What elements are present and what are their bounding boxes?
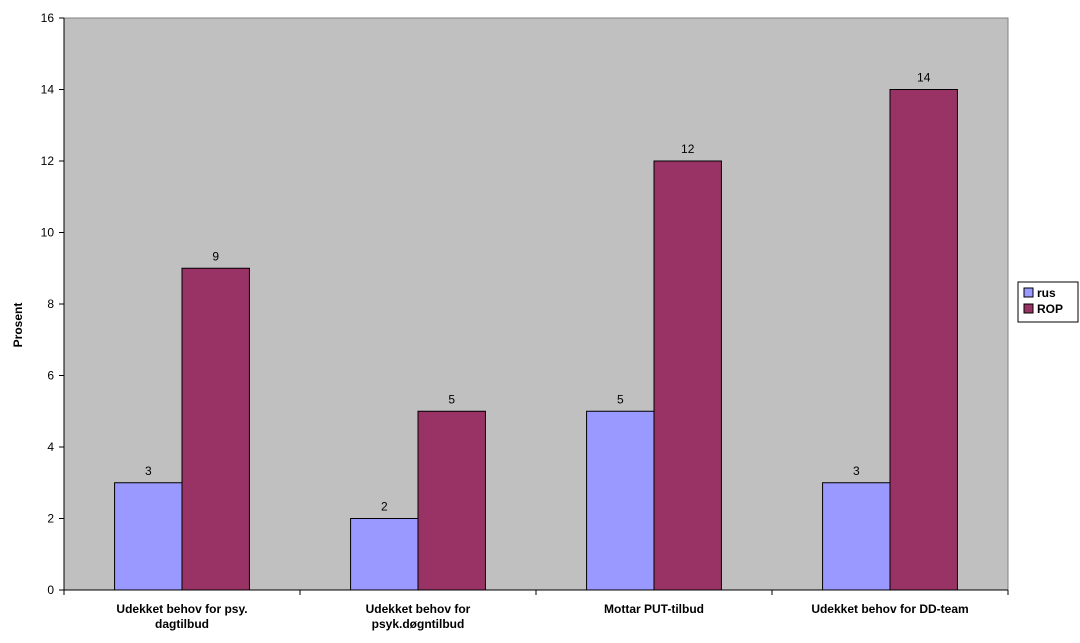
- x-axis: Udekket behov for psy. dagtilbud Udekket b…: [63, 589, 1009, 631]
- y-tick-label: 4: [47, 440, 54, 454]
- x-tick-label: Udekket behov for psyk.døgntilbud: [366, 602, 471, 631]
- bar-rop: [889, 89, 958, 591]
- x-tick-label: Mottar PUT-tilbud: [604, 602, 704, 616]
- bar-rus: [822, 482, 891, 591]
- bar-rus: [586, 410, 655, 591]
- y-axis-title: Prosent: [11, 303, 25, 348]
- data-label: 12: [681, 142, 695, 156]
- bar-rop: [417, 410, 486, 591]
- data-label: 3: [145, 464, 152, 478]
- y-axis: 0 2 4 6 8 10 12 14 16: [41, 11, 65, 597]
- y-tick-label: 6: [47, 369, 54, 383]
- legend-swatch-rus: [1023, 287, 1034, 298]
- bar-rus: [114, 482, 183, 591]
- legend-swatch-rop: [1023, 303, 1034, 314]
- y-tick-label: 0: [47, 583, 54, 597]
- legend: rus ROP: [1017, 281, 1079, 323]
- bar-rop: [653, 160, 722, 591]
- data-label: 5: [617, 392, 624, 406]
- y-tick-label: 2: [47, 512, 54, 526]
- data-label: 14: [917, 71, 931, 85]
- data-label: 2: [381, 500, 388, 514]
- bar-rop: [181, 267, 250, 591]
- y-tick-label: 10: [41, 226, 55, 240]
- data-label: 5: [448, 392, 455, 406]
- legend-label-rus: rus: [1037, 286, 1056, 300]
- y-tick-label: 8: [47, 297, 54, 311]
- x-tick-label: Udekket behov for DD-team: [811, 602, 968, 616]
- y-tick-label: 12: [41, 154, 55, 168]
- legend-label-rop: ROP: [1037, 302, 1063, 316]
- data-label: 3: [853, 464, 860, 478]
- data-labels-group: 3 2 5 3 9 5 12 14: [145, 71, 931, 514]
- bars-group: [114, 89, 958, 591]
- bar-rus: [350, 518, 419, 591]
- y-tick-label: 14: [41, 83, 55, 97]
- x-tick-label: Udekket behov for psy. dagtilbud: [116, 602, 247, 631]
- y-tick-label: 16: [41, 11, 55, 25]
- data-label: 9: [212, 249, 219, 263]
